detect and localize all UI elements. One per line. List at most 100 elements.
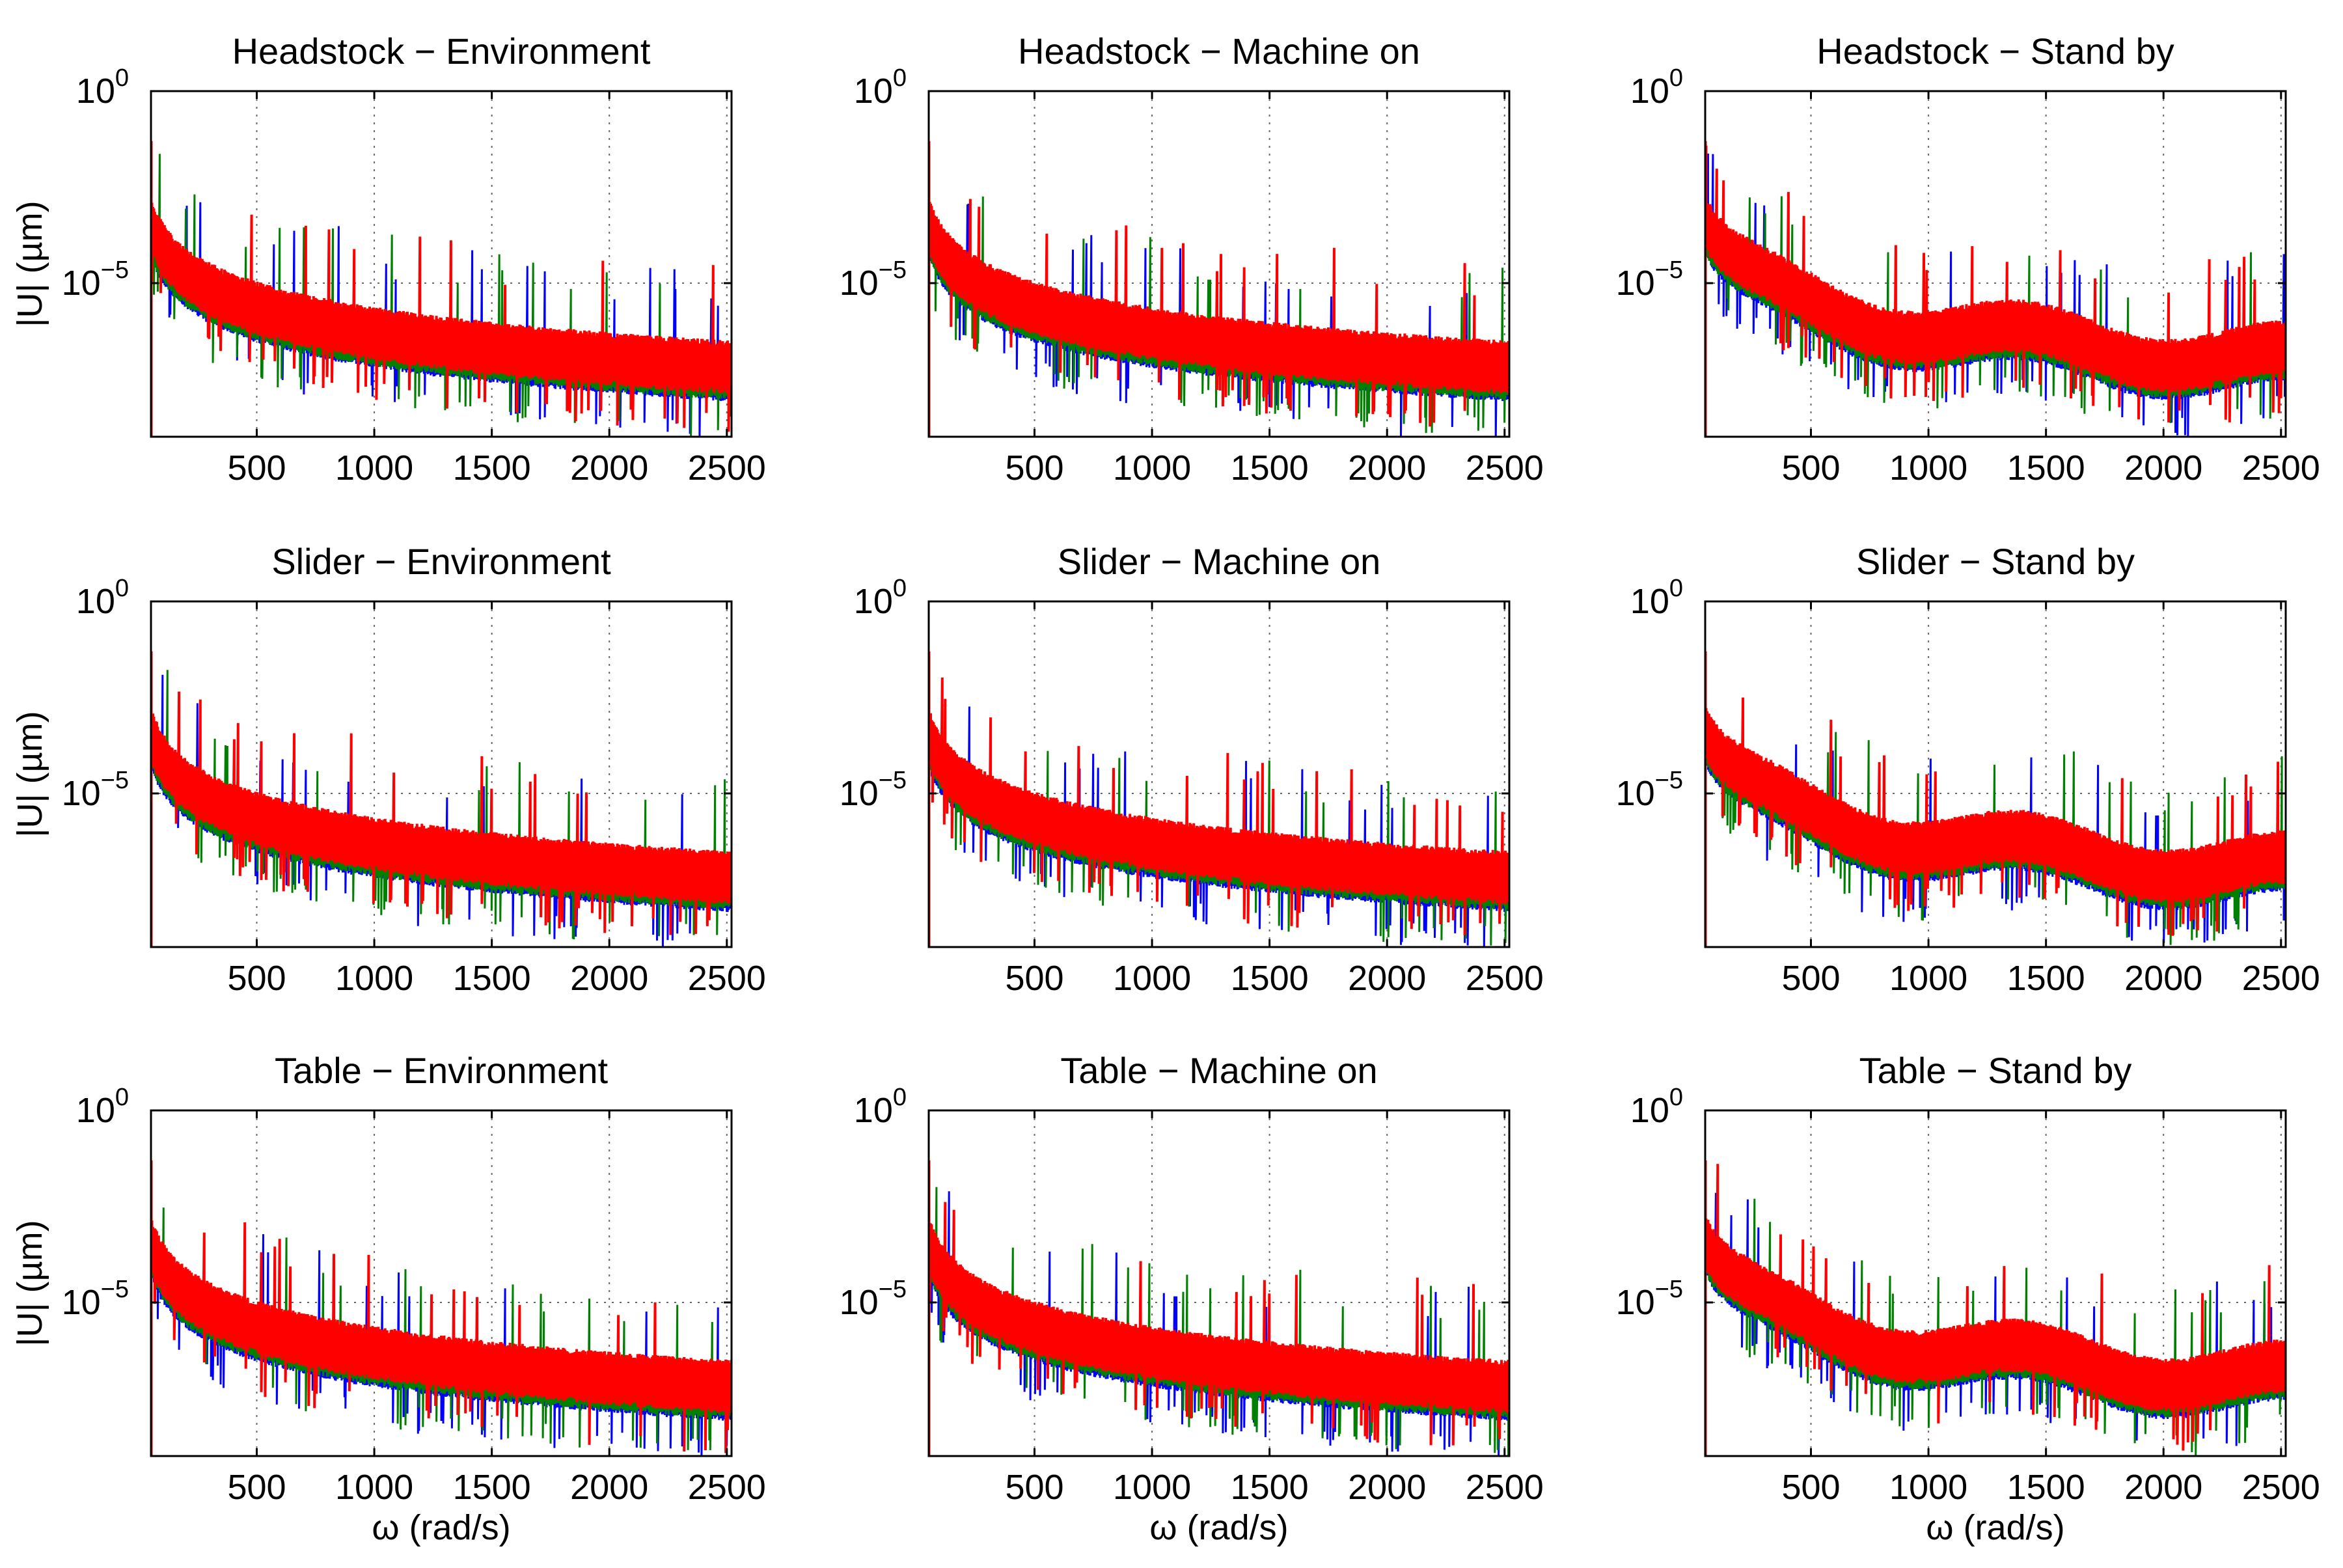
x-tick-label: 2000 xyxy=(570,1468,648,1507)
x-tick-label: 500 xyxy=(227,448,286,488)
axes-box xyxy=(150,90,733,438)
x-tick-label: 1000 xyxy=(1889,959,1967,998)
y-tick-label: 10−5 xyxy=(1616,767,1683,813)
subplot-title: Slider − Machine on xyxy=(1058,541,1381,582)
x-tick-label: 2000 xyxy=(2124,959,2202,998)
subplot-9: 500 1000 1500 2000 2500 100 10−5 Table − Stand … xyxy=(1616,1050,2320,1547)
subplot-title: Headstock − Environment xyxy=(232,31,651,72)
y-tick-label: 10−5 xyxy=(62,256,129,303)
subplot-1: 500 1000 1500 2000 2500 100 10−5 Headstock − En… xyxy=(10,31,766,488)
subplot-4: 500 1000 1500 2000 2500 100 10−5 Slider − Envir… xyxy=(10,541,766,998)
y-tick-label: 100 xyxy=(76,64,129,111)
x-tick-label: 2500 xyxy=(1466,448,1544,488)
x-tick-label: 1500 xyxy=(1231,448,1309,488)
series-red xyxy=(929,677,1509,936)
x-tick-label: 500 xyxy=(1005,959,1063,998)
axes-box xyxy=(927,90,1511,438)
y-axis-label: |U| (µm) xyxy=(10,711,49,837)
subplot-7: 500 1000 1500 2000 2500 100 10−5 Table − Enviro… xyxy=(10,1050,766,1547)
x-tick-label: 2000 xyxy=(570,448,648,488)
series-red xyxy=(1705,1164,2286,1451)
x-tick-label: 500 xyxy=(1005,1468,1063,1507)
subplot-title: Table − Stand by xyxy=(1859,1050,2132,1091)
x-tick-label: 2500 xyxy=(1466,1468,1544,1507)
x-tick-label: 1500 xyxy=(453,448,531,488)
y-tick-label: 100 xyxy=(76,575,129,621)
y-tick-label: 100 xyxy=(854,1084,907,1130)
x-tick-label: 2000 xyxy=(1348,959,1426,998)
subplot-title: Headstock − Machine on xyxy=(1018,31,1420,72)
subplot-title: Slider − Environment xyxy=(271,541,611,582)
subplot-title: Table − Machine on xyxy=(1060,1050,1377,1091)
subplot-title: Table − Environment xyxy=(275,1050,609,1091)
x-tick-label: 2500 xyxy=(2242,959,2320,998)
y-tick-label: 10−5 xyxy=(62,767,129,813)
x-tick-label: 2500 xyxy=(688,959,766,998)
y-tick-label: 10−5 xyxy=(1616,1276,1683,1322)
x-tick-label: 500 xyxy=(227,1468,286,1507)
y-tick-label: 10−5 xyxy=(840,767,907,813)
x-tick-label: 1000 xyxy=(1113,1468,1191,1507)
series-red xyxy=(151,201,732,432)
axes-box xyxy=(150,600,733,948)
x-tick-label: 1500 xyxy=(2007,1468,2085,1507)
y-tick-label: 100 xyxy=(854,64,907,111)
x-tick-label: 2500 xyxy=(688,448,766,488)
subplot-3: 500 1000 1500 2000 2500 100 10−5 Headstock − St… xyxy=(1616,31,2320,488)
y-axis-label: |U| (µm) xyxy=(10,200,49,327)
x-tick-label: 500 xyxy=(227,959,286,998)
series-red xyxy=(1705,697,2286,936)
axes-box xyxy=(927,1109,1511,1457)
series-red xyxy=(929,199,1509,427)
x-tick-label: 2000 xyxy=(1348,448,1426,488)
y-tick-label: 10−5 xyxy=(840,1276,907,1322)
y-tick-label: 10−5 xyxy=(1616,256,1683,303)
y-axis-label: |U| (µm) xyxy=(10,1220,49,1346)
subplot-title: Slider − Stand by xyxy=(1856,541,2135,582)
x-tick-label: 1000 xyxy=(1889,448,1967,488)
subplot-2: 500 1000 1500 2000 2500 100 10−5 Headstock − Ma… xyxy=(840,31,1544,488)
x-tick-label: 2000 xyxy=(2124,448,2202,488)
y-tick-label: 100 xyxy=(854,575,907,621)
x-axis-label: ω (rad/s) xyxy=(372,1508,510,1547)
x-tick-label: 1500 xyxy=(2007,448,2085,488)
series-red xyxy=(151,1220,732,1453)
axes-box xyxy=(1704,1109,2287,1457)
x-tick-label: 2500 xyxy=(2242,1468,2320,1507)
x-tick-label: 2000 xyxy=(2124,1468,2202,1507)
y-tick-label: 100 xyxy=(1630,64,1683,111)
x-tick-label: 1000 xyxy=(335,959,413,998)
y-tick-label: 100 xyxy=(1630,575,1683,621)
x-tick-label: 1000 xyxy=(1113,959,1191,998)
x-tick-label: 500 xyxy=(1005,448,1063,488)
y-tick-label: 10−5 xyxy=(840,256,907,303)
series-red xyxy=(929,1202,1509,1446)
x-tick-label: 1000 xyxy=(1889,1468,1967,1507)
x-tick-label: 500 xyxy=(1781,1468,1840,1507)
x-tick-label: 500 xyxy=(1781,959,1840,998)
x-tick-label: 1500 xyxy=(453,1468,531,1507)
y-tick-label: 10−5 xyxy=(62,1276,129,1322)
x-tick-label: 1000 xyxy=(1113,448,1191,488)
series-red xyxy=(151,691,732,935)
x-tick-label: 1000 xyxy=(335,448,413,488)
x-tick-label: 2500 xyxy=(1466,959,1544,998)
x-tick-label: 1500 xyxy=(1231,959,1309,998)
axes-box xyxy=(150,1109,733,1457)
x-tick-label: 1500 xyxy=(453,959,531,998)
x-tick-label: 2000 xyxy=(570,959,648,998)
x-axis-label: ω (rad/s) xyxy=(1149,1508,1288,1547)
x-tick-label: 1500 xyxy=(2007,959,2085,998)
axes-box xyxy=(1704,600,2287,948)
x-tick-label: 2500 xyxy=(688,1468,766,1507)
x-tick-label: 2500 xyxy=(2242,448,2320,488)
x-tick-label: 500 xyxy=(1781,448,1840,488)
y-tick-label: 100 xyxy=(76,1084,129,1130)
axes-box xyxy=(1704,90,2287,438)
x-tick-label: 1500 xyxy=(1231,1468,1309,1507)
y-tick-label: 100 xyxy=(1630,1084,1683,1130)
x-tick-label: 1000 xyxy=(335,1468,413,1507)
axes-box xyxy=(927,600,1511,948)
x-tick-label: 2000 xyxy=(1348,1468,1426,1507)
